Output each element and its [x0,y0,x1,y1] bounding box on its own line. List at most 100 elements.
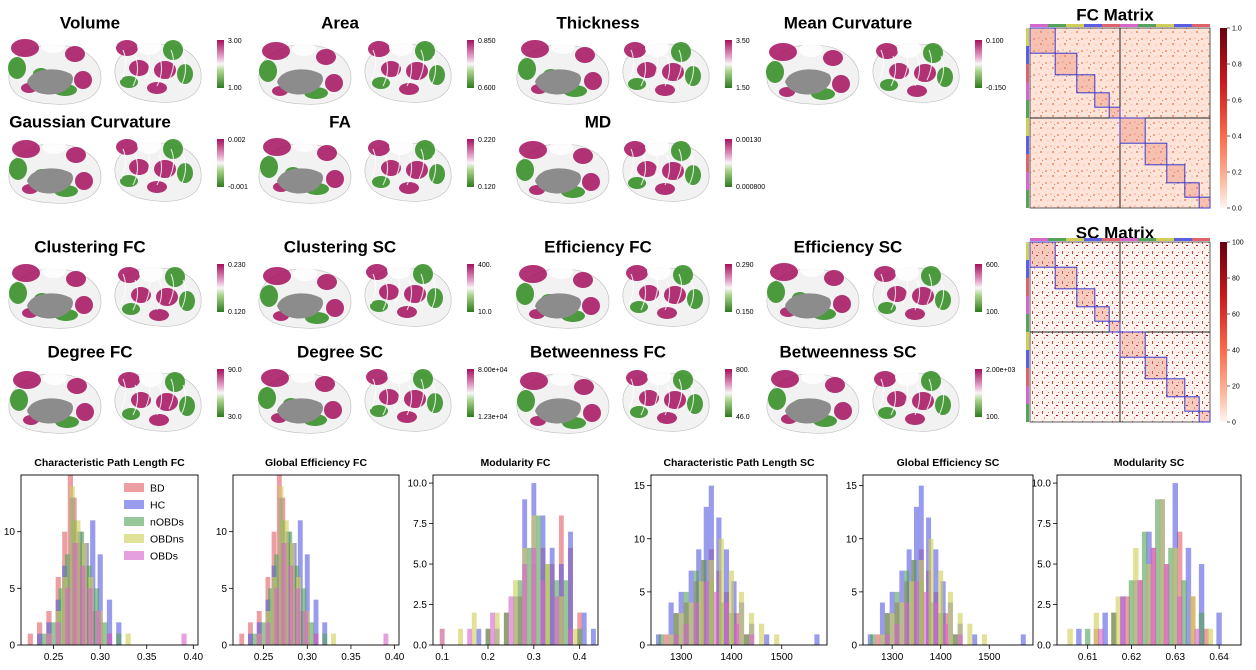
network-label-bar [1084,24,1102,27]
network-label-bar [1138,24,1156,27]
brain-panel-title: MD [585,112,611,131]
sulcus-line [430,384,437,416]
network-label-bar [1026,136,1029,154]
surface-region [75,172,93,190]
histogram-bar [952,634,958,645]
medial-wall [27,293,74,319]
surface-region [878,407,896,419]
sulcus-line [132,154,139,186]
colorbar [467,264,474,312]
surface-region [655,183,675,195]
network-block [1054,52,1078,76]
medial-wall [535,69,582,95]
surface-region [165,372,185,392]
histogram-bar [55,622,61,645]
histogram-bar [58,588,64,645]
brain-panel-title: Degree SC [297,342,383,361]
sulcus-line [144,148,151,180]
sulcus-line [180,55,187,87]
histogram-bar [27,633,33,645]
histogram-bar [322,633,328,645]
surface-region [895,263,919,281]
histogram-chart: Characteristic Path Length FC 0.25 0.30 0.3… [4,457,204,663]
histogram-bar [295,588,301,645]
histogram-bar [490,612,496,645]
histogram-bar [265,622,271,645]
colorbar-min-label: 30.0 [228,414,242,421]
surface-region [895,368,919,386]
lateral-hemisphere [622,138,710,202]
medial-wall [535,398,582,424]
sulcus-line [628,378,635,410]
histogram-bar [928,538,934,645]
surface-region [429,164,445,184]
histogram-bar [572,628,578,645]
surface-region [129,159,149,175]
sulcus-line [914,55,921,87]
medial-hemisphere [258,267,352,329]
histogram-bar [476,628,482,645]
sulcus-line [878,49,885,81]
network-block [1108,106,1121,119]
surface-region [366,264,388,280]
connectivity-matrix: SC Matrix 100 80 60 40 20 0 [1026,223,1244,427]
sulcus-line [120,148,127,180]
x-tick-label: 0.64 [1209,652,1229,663]
sulcus-line [180,384,187,416]
network-label-bar [1026,296,1029,314]
network-block [1144,356,1168,380]
sulcus-line [676,148,683,180]
colorbar-min-label: -0.001 [228,184,248,191]
colorbar-tick-label: 0.2 [1232,170,1242,177]
network-block [1166,378,1186,398]
surface-region [834,402,852,420]
network-label-bar [1026,332,1029,350]
surface-region [372,176,390,188]
sulcus-line [676,273,683,305]
brain-panel-title: Clustering SC [284,237,396,256]
surface-region [389,137,413,155]
network-label-bar [1048,238,1066,241]
colorbar-min-label: 1.00 [228,85,242,92]
histogram-bar [581,612,587,645]
surface-region [66,147,86,163]
sulcus-line [168,49,175,81]
surface-region [387,366,411,384]
surface-region [832,75,850,93]
surface-region [317,145,337,161]
histogram-bar [51,622,57,645]
sulcus-line [156,279,163,311]
surface-region [11,39,39,57]
histogram-bar [1098,628,1104,645]
connectivity-matrix: FC Matrix 1.0 0.8 0.6 0.4 0.2 0.0 [1026,5,1242,213]
surface-region [429,65,445,85]
x-tick-label: 0.2 [481,652,495,663]
y-tick-label: 0.0 [1037,641,1051,652]
colorbar-min-label: 100. [986,414,1000,421]
sulcus-line [676,378,683,410]
surface-region [399,182,419,194]
x-tick-label: 1500 [771,652,794,663]
histogram-bar [303,611,308,645]
surface-region [43,371,67,385]
surface-region [147,82,167,94]
histogram-bar [923,591,929,645]
y-tick-label: 0 [221,641,227,652]
brain-panel-title: FA [329,112,351,131]
network-label-bar [1156,24,1174,27]
surface-region [889,63,909,79]
histogram-bar [125,633,131,645]
surface-region [833,295,851,313]
histogram-bar [563,580,569,645]
colorbar-max-label: 0.850 [478,38,496,45]
medial-wall [277,398,324,424]
x-tick-label: 0.40 [385,652,405,663]
sulcus-line [382,384,389,416]
histogram-bar [1124,596,1130,645]
x-tick-label: 0.4 [573,652,587,663]
network-label-bar [1138,238,1156,241]
histogram-bar [62,577,68,645]
legend-swatch [124,517,144,526]
matrix-colorbar [1220,242,1227,422]
network-label-bar [1048,24,1066,27]
